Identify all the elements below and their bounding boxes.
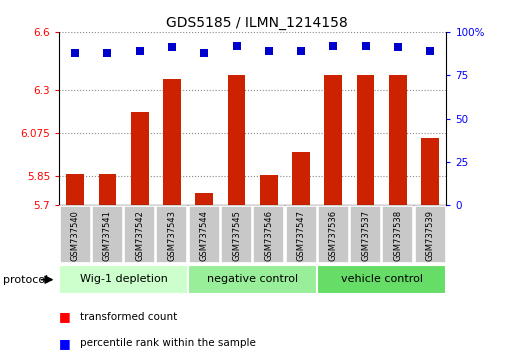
Text: percentile rank within the sample: percentile rank within the sample xyxy=(80,338,255,348)
Bar xyxy=(92,206,123,263)
Text: ■: ■ xyxy=(59,310,71,323)
Bar xyxy=(389,75,407,205)
Bar xyxy=(292,152,310,205)
Bar xyxy=(195,193,213,205)
Bar xyxy=(253,206,284,263)
Bar xyxy=(228,75,245,205)
Text: ■: ■ xyxy=(59,337,71,350)
Text: GSM737546: GSM737546 xyxy=(264,210,273,261)
Text: GSM737539: GSM737539 xyxy=(426,210,435,261)
Bar xyxy=(286,206,317,263)
Bar xyxy=(60,206,91,263)
Text: transformed count: transformed count xyxy=(80,312,177,322)
Text: GSM737543: GSM737543 xyxy=(167,210,176,261)
Text: GSM737538: GSM737538 xyxy=(393,210,402,261)
Bar xyxy=(124,206,155,263)
Bar xyxy=(156,206,187,263)
Text: GSM737545: GSM737545 xyxy=(232,210,241,261)
Bar xyxy=(324,75,342,205)
Text: GSM737540: GSM737540 xyxy=(71,210,80,261)
Bar xyxy=(415,206,446,263)
Bar xyxy=(421,138,439,205)
Bar xyxy=(59,266,188,294)
Text: GSM737541: GSM737541 xyxy=(103,210,112,261)
Bar xyxy=(66,173,84,205)
Bar xyxy=(221,206,252,263)
Text: GSM737536: GSM737536 xyxy=(329,210,338,261)
Text: vehicle control: vehicle control xyxy=(341,274,423,284)
Bar xyxy=(189,206,220,263)
Bar xyxy=(357,75,374,205)
Text: Wig-1 depletion: Wig-1 depletion xyxy=(80,274,167,284)
Bar xyxy=(188,266,317,294)
Bar xyxy=(260,176,278,205)
Bar xyxy=(98,174,116,205)
Bar xyxy=(163,79,181,205)
Text: GSM737544: GSM737544 xyxy=(200,210,209,261)
Text: GSM737547: GSM737547 xyxy=(297,210,306,261)
Bar xyxy=(317,266,446,294)
Bar xyxy=(382,206,413,263)
Text: GDS5185 / ILMN_1214158: GDS5185 / ILMN_1214158 xyxy=(166,16,347,30)
Text: GSM737537: GSM737537 xyxy=(361,210,370,261)
Text: GSM737542: GSM737542 xyxy=(135,210,144,261)
Text: protocol: protocol xyxy=(3,275,48,285)
Bar xyxy=(131,112,149,205)
Text: negative control: negative control xyxy=(207,274,298,284)
Bar xyxy=(318,206,349,263)
Bar xyxy=(350,206,381,263)
